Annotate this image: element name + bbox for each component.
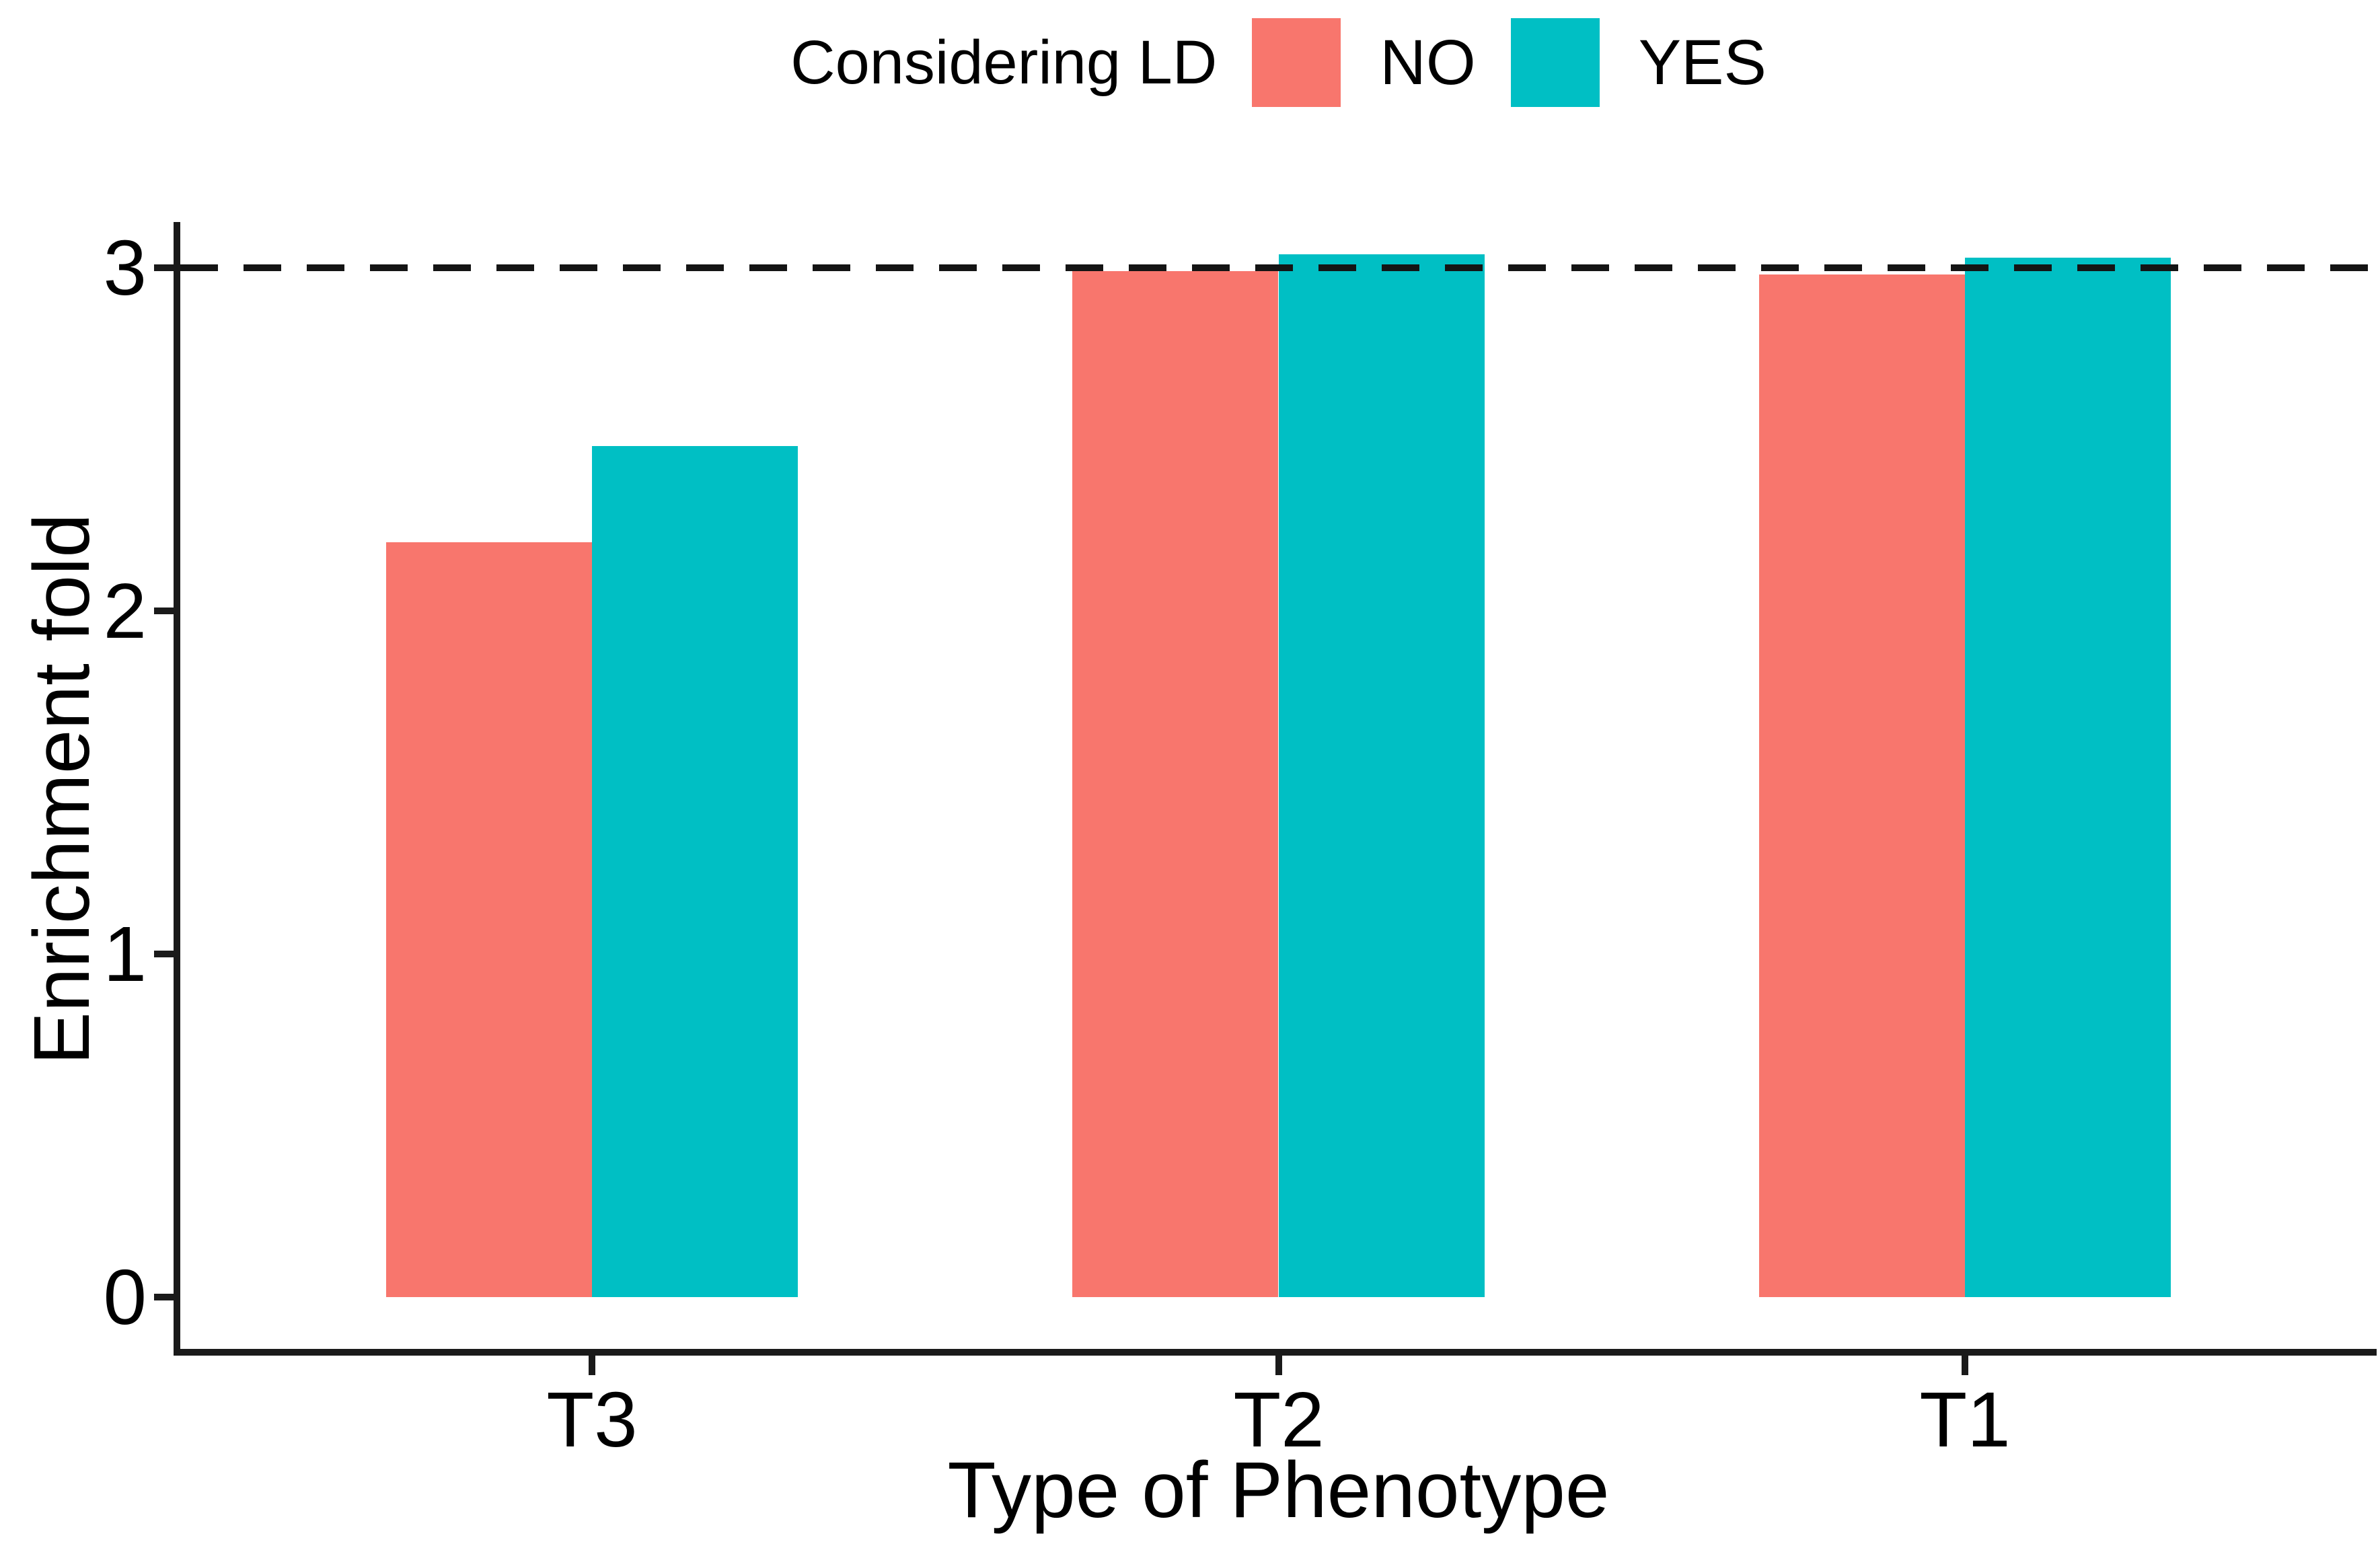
x-tick-mark-t1	[1962, 1356, 1968, 1375]
y-tick-label-0: 0	[103, 1253, 147, 1341]
legend-item-no: NO	[1252, 18, 1476, 107]
x-tick-label-t3: T3	[546, 1376, 638, 1463]
legend-item-yes: YES	[1510, 18, 1767, 107]
legend-title: Considering LD	[790, 28, 1218, 97]
y-tick-mark-1	[154, 951, 174, 957]
legend-label: NO	[1380, 26, 1476, 98]
legend-swatch-yes	[1510, 18, 1600, 107]
y-axis-title-box: Enrichment fold	[8, 222, 116, 1356]
bar-t3-no	[386, 542, 592, 1297]
bar-t2-yes	[1279, 254, 1485, 1297]
bar-t2-no	[1072, 271, 1278, 1297]
legend: Considering LD NO YES	[180, 12, 2377, 113]
x-tick-mark-t2	[1275, 1356, 1282, 1375]
y-tick-label-1: 1	[103, 910, 147, 998]
y-tick-label-3: 3	[103, 224, 147, 311]
x-tick-label-t1: T1	[1919, 1376, 2011, 1463]
bar-t1-no	[1759, 274, 1965, 1297]
bar-t1-yes	[1965, 258, 2171, 1297]
y-tick-mark-2	[154, 608, 174, 614]
plot-panel	[174, 222, 2377, 1356]
y-tick-label-2: 2	[103, 567, 147, 655]
legend-label: YES	[1638, 26, 1767, 98]
x-tick-mark-t3	[589, 1356, 595, 1375]
x-axis-title: Type of Phenotype	[947, 1446, 1610, 1535]
legend-swatch-no	[1252, 18, 1341, 107]
y-tick-mark-3	[154, 264, 174, 271]
y-tick-mark-0	[154, 1294, 174, 1300]
reference-line-dashed	[180, 264, 2377, 271]
x-tick-label-t2: T2	[1233, 1376, 1325, 1463]
bar-t3-yes	[592, 446, 798, 1297]
